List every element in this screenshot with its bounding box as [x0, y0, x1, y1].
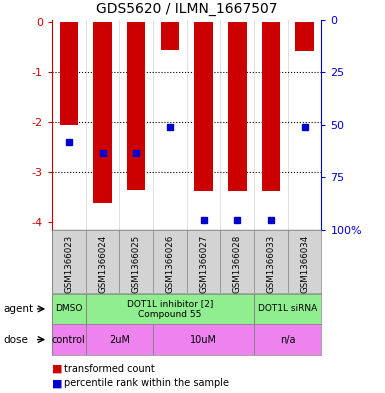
Bar — [262, 22, 280, 191]
Text: percentile rank within the sample: percentile rank within the sample — [64, 378, 229, 388]
Text: GSM1366023: GSM1366023 — [64, 235, 73, 293]
Text: GSM1366025: GSM1366025 — [132, 235, 141, 293]
Bar — [93, 22, 112, 203]
Text: n/a: n/a — [280, 334, 296, 345]
Bar — [295, 22, 314, 51]
Text: agent: agent — [4, 304, 34, 314]
Text: GSM1366026: GSM1366026 — [166, 235, 174, 293]
Text: GSM1366027: GSM1366027 — [199, 235, 208, 293]
Text: dose: dose — [4, 334, 29, 345]
Text: ■: ■ — [52, 378, 62, 388]
Text: 2uM: 2uM — [109, 334, 130, 345]
Text: transformed count: transformed count — [64, 364, 154, 374]
Bar — [60, 22, 78, 125]
Text: GSM1366033: GSM1366033 — [266, 235, 275, 293]
Bar — [127, 22, 146, 190]
Text: GSM1366034: GSM1366034 — [300, 235, 309, 293]
Text: DOT1L siRNA: DOT1L siRNA — [258, 305, 317, 313]
Title: GDS5620 / ILMN_1667507: GDS5620 / ILMN_1667507 — [96, 2, 278, 16]
Bar — [194, 22, 213, 191]
Text: control: control — [52, 334, 86, 345]
Bar — [161, 22, 179, 50]
Text: GSM1366024: GSM1366024 — [98, 235, 107, 293]
Text: 10uM: 10uM — [190, 334, 217, 345]
Bar — [228, 22, 246, 191]
Text: GSM1366028: GSM1366028 — [233, 235, 242, 293]
Text: ■: ■ — [52, 364, 62, 374]
Text: DOT1L inhibitor [2]
Compound 55: DOT1L inhibitor [2] Compound 55 — [127, 299, 213, 319]
Text: DMSO: DMSO — [55, 305, 82, 313]
